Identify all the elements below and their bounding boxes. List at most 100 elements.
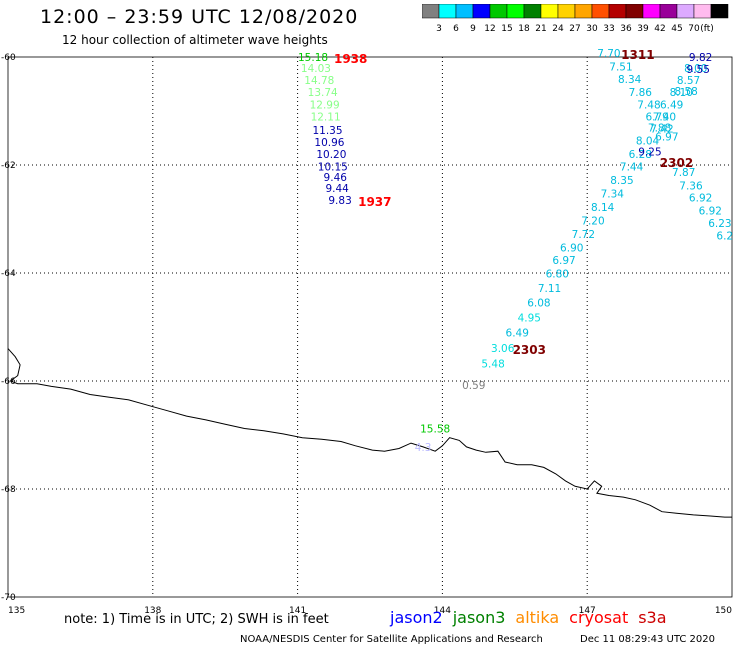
- swh-value-label: 9.82: [689, 52, 712, 64]
- legend-item-cryosat: cryosat: [569, 608, 629, 627]
- map-frame: [7, 56, 733, 598]
- colorbar-unit: (ft): [700, 24, 714, 34]
- swh-value-label: 15.18: [298, 52, 328, 64]
- swh-value-label: 7.88: [648, 123, 671, 135]
- swh-value-label: 9.46: [324, 172, 348, 184]
- swh-value-label: 8.35: [610, 175, 633, 187]
- colorbar-label: 24: [552, 24, 564, 34]
- colorbar-label: 15: [501, 24, 512, 34]
- satellite-track: 0.59 15.58 4.3: [415, 380, 486, 454]
- pass-time-label: 1311: [621, 48, 654, 62]
- swh-value-label: 0.59: [462, 380, 485, 392]
- lat-tick-label: -66: [1, 377, 16, 387]
- colorbar: 3 6 9 12 15 18 21 24 27 30 33 36 39 42 45 70 (ft): [422, 4, 729, 34]
- page-subtitle: 12 hour collection of altimeter wave hei…: [62, 33, 328, 47]
- swh-value-label: 7.11: [538, 283, 561, 295]
- satellite-track: 1937: [358, 195, 391, 209]
- lat-tick-label: -60: [1, 53, 16, 63]
- colorbar-swatch: [710, 4, 729, 19]
- swh-value-label: 6.79: [645, 112, 668, 124]
- swh-value-label: 5.48: [481, 359, 504, 371]
- lat-tick-label: -64: [1, 269, 16, 279]
- swh-value-label: 15.58: [420, 423, 450, 435]
- swh-value-label: 6.08: [527, 297, 550, 309]
- colorbar-label: 39: [637, 24, 649, 34]
- swh-value-label: 8.58: [674, 86, 697, 98]
- swh-value-label: 4.3: [415, 442, 432, 454]
- satellite-track: 2302: [660, 156, 693, 170]
- colorbar-label: 18: [518, 24, 530, 34]
- swh-value-label: 6.80: [546, 268, 569, 280]
- footer-note: note: 1) Time is in UTC; 2) SWH is in fe…: [64, 612, 329, 627]
- swh-value-label: 3.06: [491, 343, 515, 355]
- satellite-legend: jason2 jason3 altika cryosat s3a: [390, 608, 677, 627]
- swh-value-label: 8.00: [684, 63, 707, 75]
- swh-value-label: 7.87: [672, 167, 695, 179]
- satellite-track: 15.1814.0314.7813.7412.9912.1111.3510.96…: [298, 52, 367, 207]
- swh-value-label: 10.96: [314, 137, 344, 149]
- satellite-track: 7.70 7.518.347.867.486.797.886.97 9.25 7.87…: [597, 48, 733, 243]
- lat-tick-label: -68: [1, 485, 16, 495]
- satellite-track: 5.483.066.494.956.087.116.806.976.907.72…: [481, 52, 712, 371]
- swh-value-label: 7.42: [650, 124, 673, 136]
- swh-value-label: 12.99: [310, 99, 340, 111]
- swh-value-label: 14.78: [304, 75, 334, 87]
- page-title: 12:00 – 23:59 UTC 12/08/2020: [40, 6, 359, 28]
- colorbar-label: 12: [484, 24, 495, 34]
- swh-value-label: 6.28: [629, 149, 652, 161]
- colorbar-label: 27: [569, 24, 580, 34]
- pass-time-label: 1937: [358, 195, 391, 209]
- swh-value-label: 7.86: [629, 87, 653, 99]
- swh-value-label: 6.92: [699, 206, 722, 218]
- lon-tick-label: 138: [144, 606, 161, 616]
- colorbar-label: 70: [688, 24, 700, 34]
- swh-value-label: 6.97: [655, 132, 678, 144]
- swh-value-label: 9.83: [328, 195, 351, 207]
- swh-value-label: 8.34: [618, 74, 642, 86]
- swh-value-label: 6.23: [708, 218, 731, 230]
- lon-tick-label: 135: [8, 606, 25, 616]
- legend-item-altika: altika: [515, 608, 560, 627]
- lat-tick-label: -70: [1, 593, 16, 603]
- colorbar-label: 45: [671, 24, 682, 34]
- swh-value-label: 13.74: [308, 87, 338, 99]
- swh-value-label: 10.15: [318, 161, 348, 173]
- swh-value-label: 8.04: [636, 135, 660, 147]
- coastline: [7, 348, 732, 518]
- swh-value-label: 8.14: [591, 202, 615, 214]
- swh-value-label: 6.97: [552, 255, 575, 267]
- swh-value-label: 6.92: [689, 193, 712, 205]
- swh-value-label: 7.44: [620, 161, 644, 173]
- swh-value-label: 7.51: [609, 62, 632, 74]
- lat-tick-label: -62: [1, 161, 16, 171]
- pass-time-label: 2303: [513, 343, 546, 357]
- swh-value-label: 7.72: [572, 229, 595, 241]
- swh-value-label: 7.48: [637, 99, 660, 111]
- colorbar-label: 36: [620, 24, 632, 34]
- colorbar-label: 6: [453, 24, 459, 34]
- swh-value-label: 12.11: [311, 112, 341, 124]
- swh-value-label: 7.20: [581, 215, 604, 227]
- swh-value-label: 6.2: [716, 231, 733, 243]
- swh-value-label: 9.25: [638, 146, 661, 158]
- swh-value-label: 6.49: [660, 99, 683, 111]
- swh-value-label: 7.36: [679, 180, 703, 192]
- lon-tick-label: 144: [434, 606, 451, 616]
- lon-tick-label: 150: [715, 606, 732, 616]
- swh-value-label: 7.70: [597, 48, 620, 60]
- swh-value-label: 6.49: [506, 328, 529, 340]
- footer-credit: NOAA/NESDIS Center for Satellite Applica…: [240, 634, 543, 645]
- lon-tick-label: 141: [289, 606, 306, 616]
- colorbar-label: 3: [436, 24, 442, 34]
- legend-item-s3a: s3a: [638, 608, 667, 627]
- swh-value-label: 7.40: [653, 112, 676, 124]
- swh-value-label: 14.03: [301, 63, 331, 75]
- pass-time-label: 1938: [334, 52, 367, 66]
- swh-value-label: 4.95: [518, 313, 541, 325]
- swh-value-label: 9.55: [687, 64, 710, 76]
- swh-value-label: 9.44: [325, 183, 349, 195]
- swh-value-label: 10.20: [316, 149, 346, 161]
- legend-item-jason2: jason2: [390, 608, 443, 627]
- pass-time-label: 2302: [660, 156, 693, 170]
